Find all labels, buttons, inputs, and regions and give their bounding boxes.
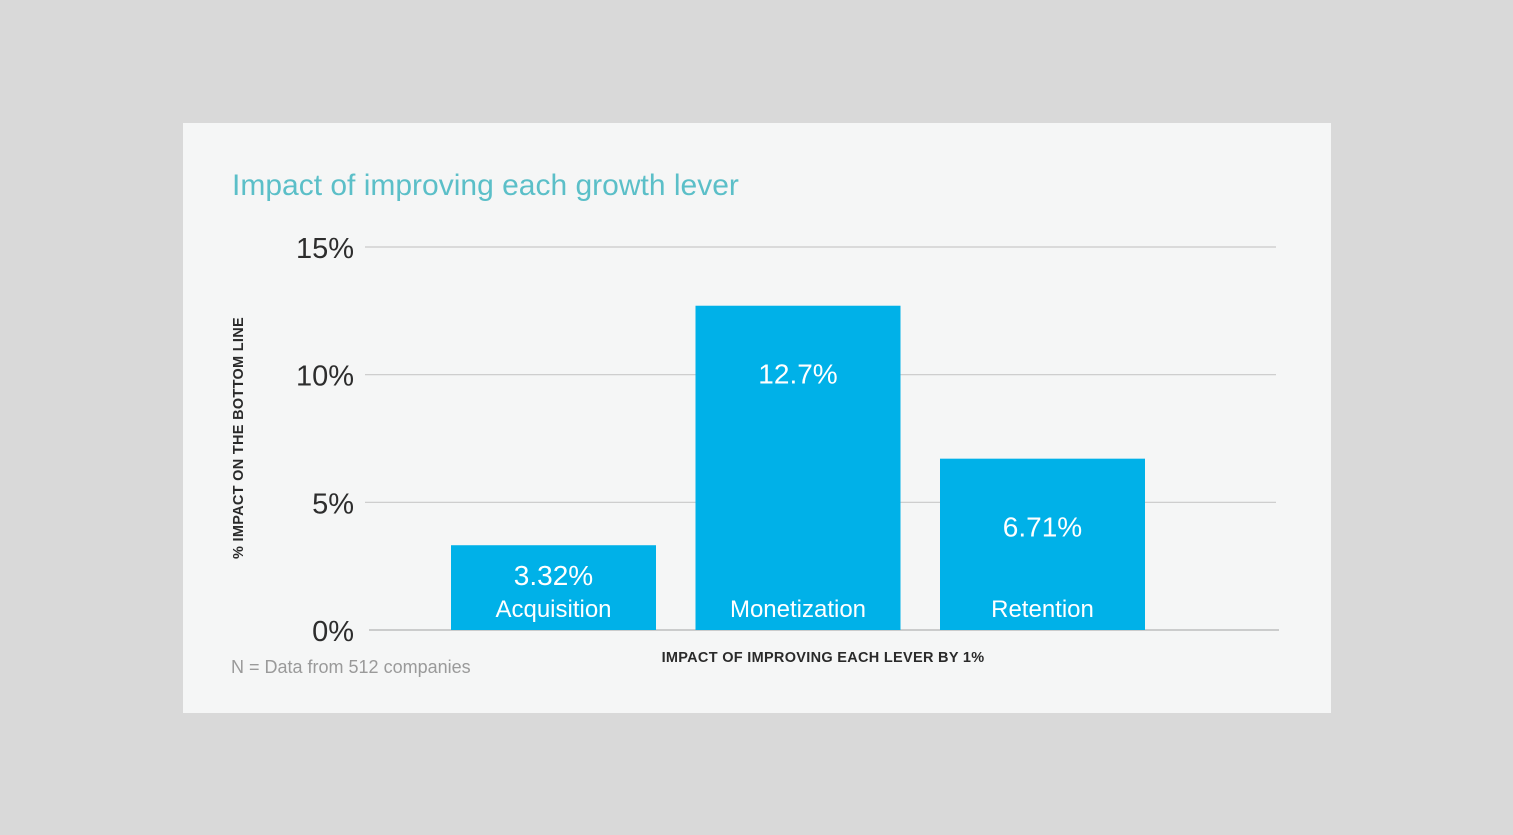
chart-title: Impact of improving each growth lever: [232, 169, 739, 202]
y-tick-label: 0%: [312, 616, 354, 648]
bar-category-label: Retention: [991, 596, 1094, 623]
x-axis-title: IMPACT OF IMPROVING EACH LEVER BY 1%: [662, 650, 985, 666]
bar-value-label: 3.32%: [514, 560, 593, 591]
bar-acquisition: [451, 545, 656, 630]
bar-value-label: 12.7%: [758, 359, 837, 390]
bar-category-label: Acquisition: [495, 596, 611, 623]
y-axis-title: % IMPACT ON THE BOTTOM LINE: [231, 317, 247, 559]
bars: 3.32% Acquisition 12.7% Monetization 6.71% Re…: [451, 305, 1145, 630]
bar-monetization: [695, 305, 901, 630]
chart-canvas: Impact of improving each growth lever 0%…: [231, 169, 1279, 677]
footnote: N = Data from 512 companies: [231, 657, 471, 677]
y-tick-label: 15%: [296, 233, 354, 265]
y-tick-label: 5%: [312, 488, 354, 520]
y-tick-label: 10%: [296, 361, 354, 393]
bar-retention: [940, 458, 1145, 630]
y-axis-ticks: 0% 5% 10% 15%: [296, 233, 354, 648]
bar-category-label: Monetization: [730, 596, 866, 623]
chart-card: Impact of improving each growth lever 0%…: [183, 123, 1331, 713]
bar-value-label: 6.71%: [1003, 512, 1082, 543]
